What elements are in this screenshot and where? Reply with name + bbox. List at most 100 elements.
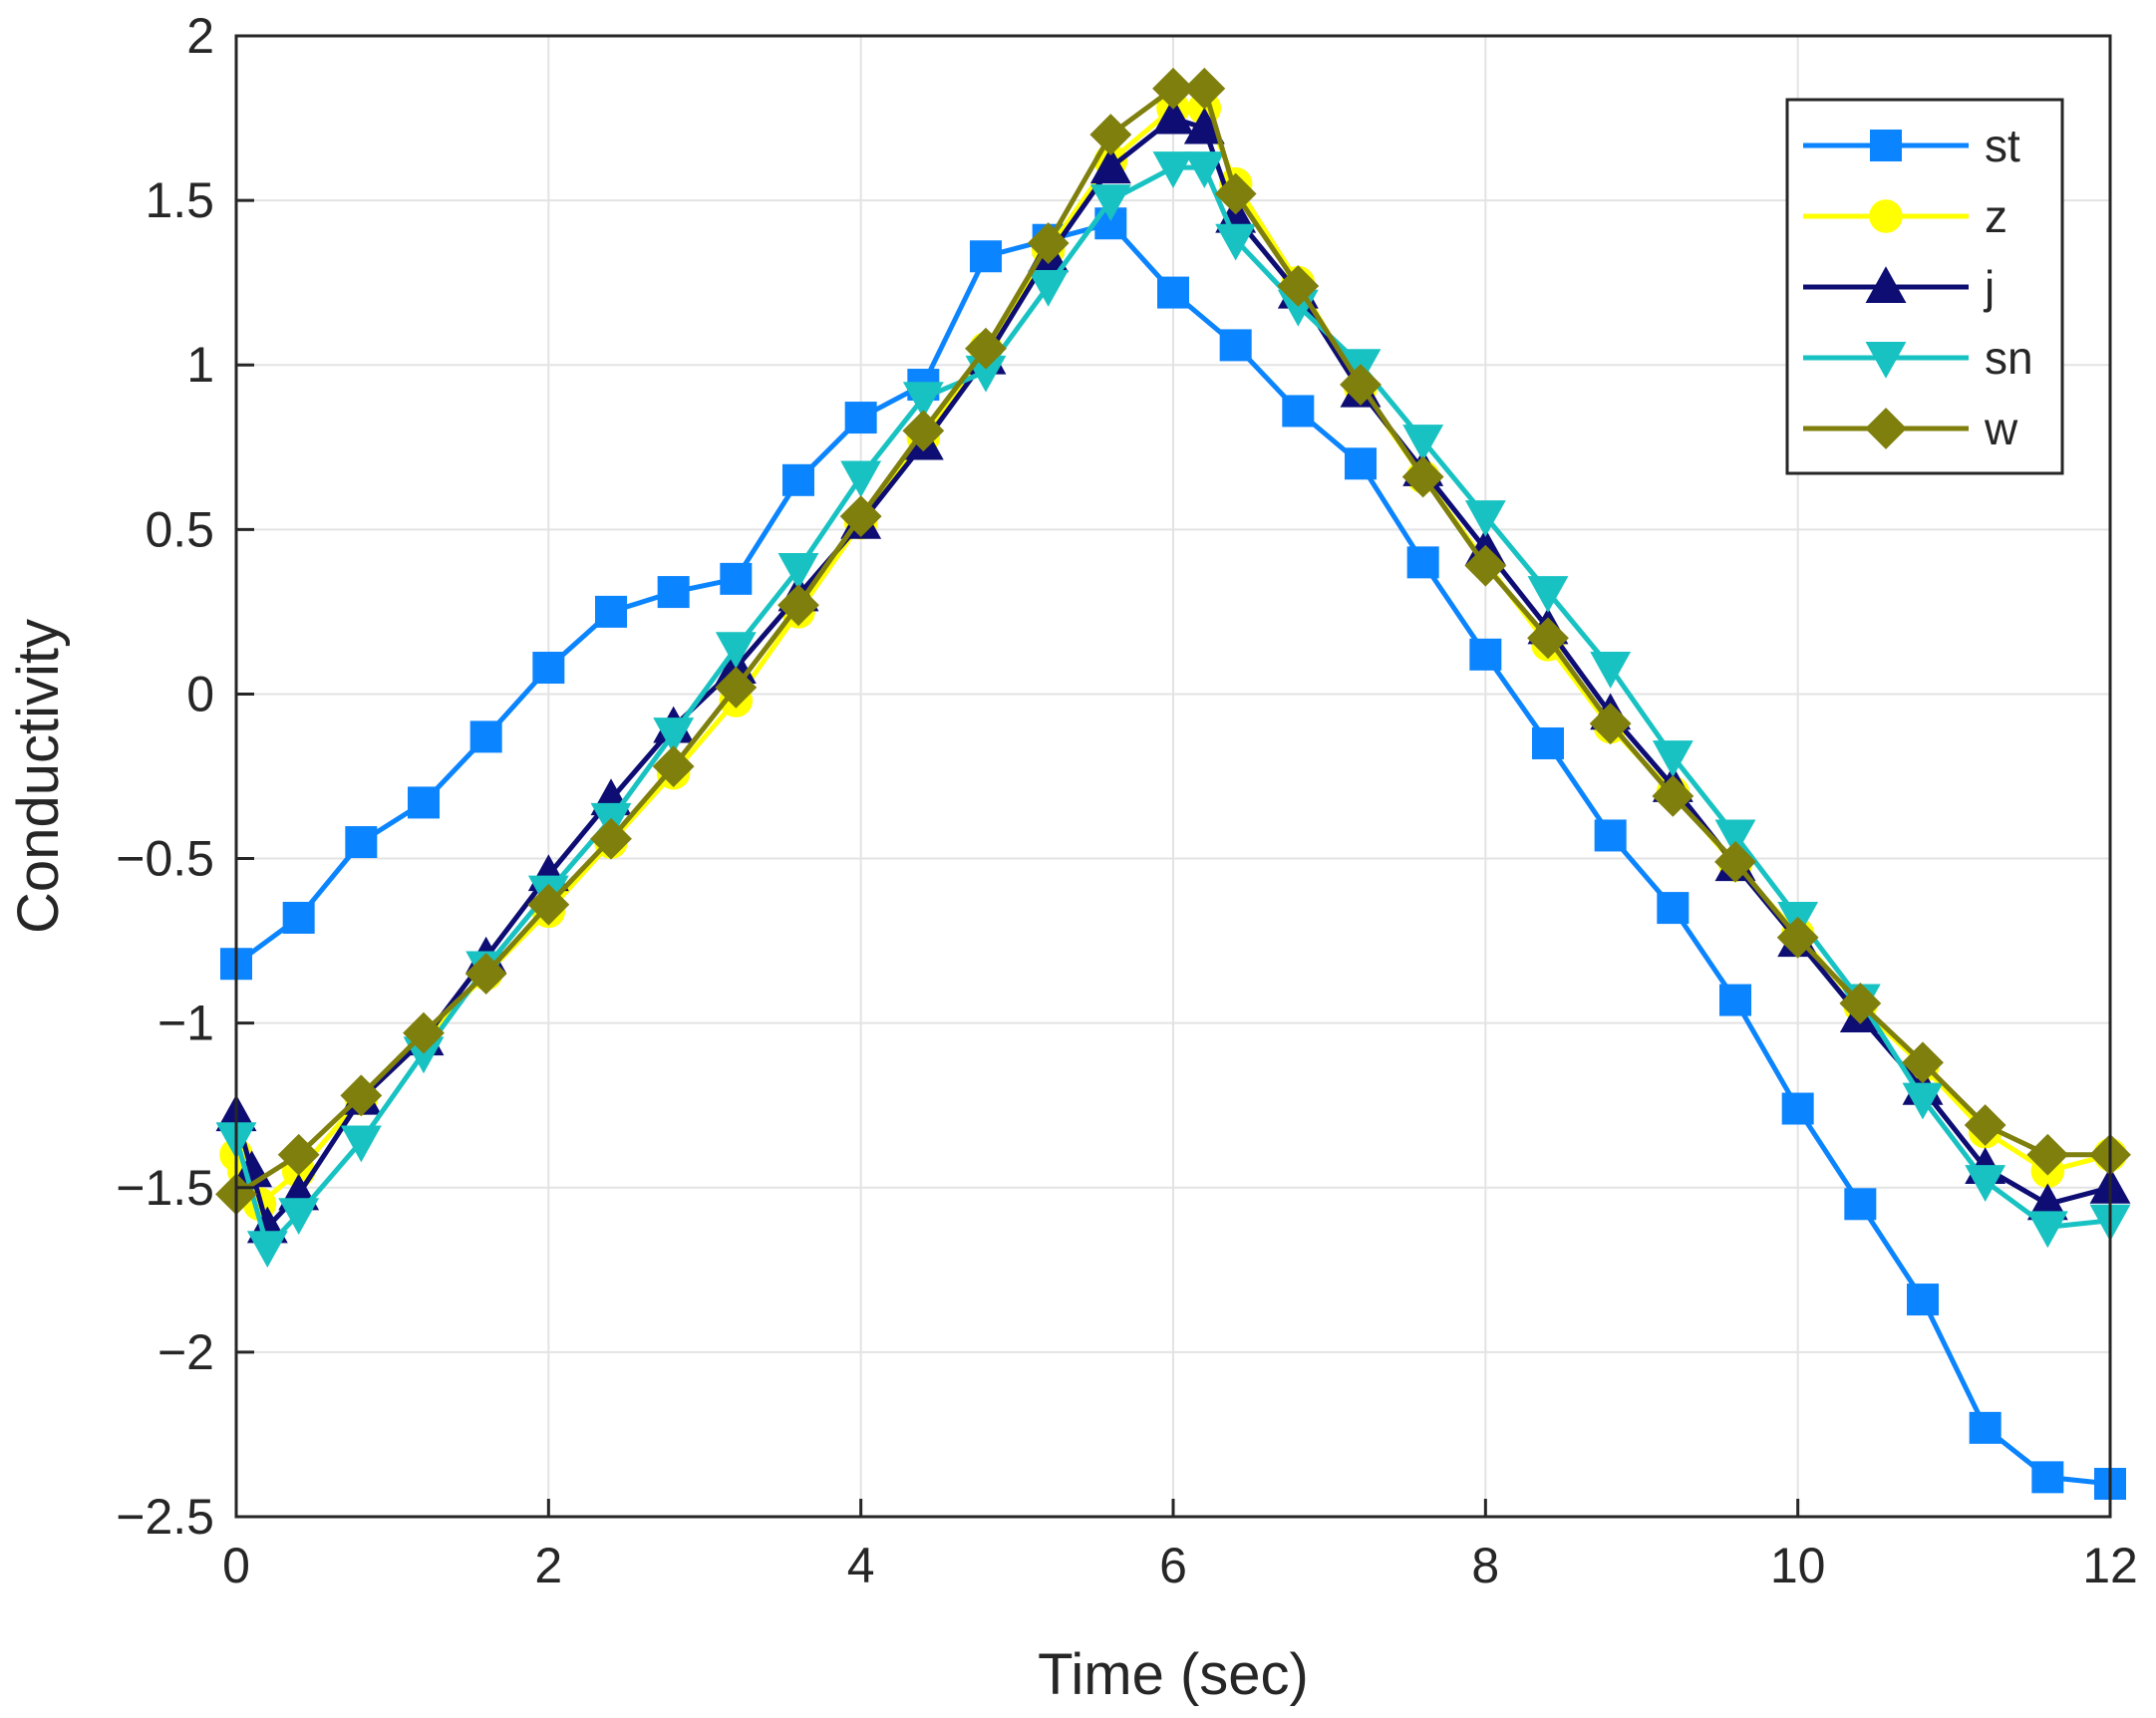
y-tick-label: −1.5 — [116, 1160, 214, 1216]
data-point-w — [1340, 364, 1382, 406]
legend-label-sn: sn — [1985, 332, 2033, 384]
data-point-st — [2031, 1461, 2064, 1494]
data-point-st — [532, 652, 565, 685]
data-point-w — [590, 817, 632, 860]
data-point-w — [464, 953, 507, 996]
data-point-w — [715, 666, 758, 709]
data-point-w — [277, 1133, 320, 1176]
data-point-w — [527, 883, 570, 926]
data-point-st — [1469, 638, 1502, 671]
x-tick-label: 4 — [847, 1538, 875, 1593]
y-tick-label: −0.5 — [116, 831, 214, 887]
data-point-sn — [246, 1231, 288, 1269]
legend: st zj sn w — [1785, 98, 2064, 475]
y-tick-label: 0 — [186, 666, 214, 721]
data-point-w — [902, 410, 945, 452]
data-point-st — [1406, 546, 1439, 579]
y-axis-label: Conductivity — [6, 619, 71, 934]
data-point-w — [1089, 114, 1132, 155]
y-tick-label: −1 — [157, 996, 214, 1051]
data-point-sn — [653, 717, 695, 754]
data-point-st — [782, 463, 814, 496]
data-point-st — [1719, 984, 1751, 1016]
x-tick-label: 0 — [222, 1538, 250, 1593]
y-tick-label: 1.5 — [145, 172, 214, 228]
data-point-st — [1907, 1284, 1939, 1316]
data-point-w — [777, 584, 819, 627]
x-tick-label: 2 — [534, 1538, 562, 1593]
data-point-sn — [1028, 269, 1070, 307]
data-point-st — [1781, 1092, 1814, 1125]
data-series — [215, 67, 2131, 1500]
data-point-sn — [1089, 184, 1131, 221]
data-point-w — [1839, 982, 1882, 1024]
data-point-w — [1401, 455, 1444, 498]
legend-entry-st: st — [1803, 120, 2020, 171]
x-tick-label: 8 — [1471, 1538, 1499, 1593]
legend-marker-j — [1865, 266, 1907, 303]
data-point-w — [1652, 774, 1694, 817]
series-w — [215, 67, 2131, 1216]
legend-marker-w — [1865, 408, 1907, 449]
data-point-sn — [840, 460, 882, 498]
data-point-sn — [1402, 425, 1444, 461]
data-point-w — [1152, 67, 1194, 110]
data-point-st — [1657, 892, 1690, 925]
data-point-sn — [1714, 819, 1756, 857]
data-point-st — [1844, 1188, 1877, 1221]
data-point-st — [595, 595, 627, 628]
x-tick-label: 12 — [2082, 1538, 2138, 1593]
data-point-w — [1464, 544, 1507, 587]
data-point-st — [1594, 819, 1627, 852]
legend-entry-z: z — [1803, 190, 2007, 242]
legend-marker-st — [1870, 130, 1902, 161]
data-point-w — [1902, 1041, 1944, 1084]
legend-label-z: z — [1985, 190, 2007, 242]
data-point-sn — [902, 382, 944, 420]
data-point-st — [657, 576, 690, 609]
data-point-sn — [1464, 500, 1506, 537]
x-tick-label: 6 — [1159, 1538, 1187, 1593]
data-point-sn — [777, 552, 819, 590]
data-point-w — [1183, 67, 1226, 110]
x-tick-label: 10 — [1770, 1538, 1826, 1593]
data-point-w — [839, 495, 882, 538]
legend-label-w: w — [1984, 403, 2018, 454]
y-tick-label: −2.5 — [116, 1489, 214, 1545]
data-point-sn — [715, 632, 757, 670]
y-tick-label: 0.5 — [145, 501, 214, 557]
axis-ticks: 0 2 4 6 8 10 12 −2.5 −2 −1.5 −1 −0.5 0 0.5 1 1.5 2 — [116, 8, 2138, 1593]
data-point-w — [403, 1011, 445, 1054]
data-point-st — [1157, 276, 1189, 309]
data-point-sn — [1590, 652, 1632, 689]
data-point-w — [1776, 916, 1819, 959]
data-point-w — [1214, 172, 1257, 215]
data-point-st — [1345, 447, 1377, 480]
data-point-sn — [1965, 1165, 2006, 1202]
y-tick-label: 1 — [186, 337, 214, 393]
legend-entry-j: j — [1803, 261, 1995, 313]
legend-marker-sn — [1865, 342, 1907, 379]
data-point-st — [970, 240, 1002, 273]
data-point-sn — [2026, 1211, 2068, 1249]
legend-entry-sn: sn — [1803, 332, 2033, 384]
data-point-w — [1714, 840, 1756, 883]
data-point-w — [1027, 222, 1070, 264]
data-point-st — [1532, 726, 1564, 759]
legend-entry-w: w — [1803, 403, 2018, 454]
legend-label-st: st — [1985, 120, 2020, 171]
data-point-st — [469, 720, 502, 753]
data-point-sn — [340, 1125, 382, 1163]
data-point-st — [282, 901, 315, 934]
data-point-w — [340, 1074, 383, 1117]
y-tick-label: −2 — [157, 1324, 214, 1380]
data-point-w — [652, 745, 695, 788]
data-point-sn — [1152, 151, 1194, 188]
data-point-sn — [278, 1198, 320, 1236]
y-tick-label: 2 — [186, 8, 214, 64]
data-point-j — [1089, 146, 1131, 184]
data-point-sn — [1652, 740, 1694, 777]
data-point-sn — [1527, 576, 1569, 613]
